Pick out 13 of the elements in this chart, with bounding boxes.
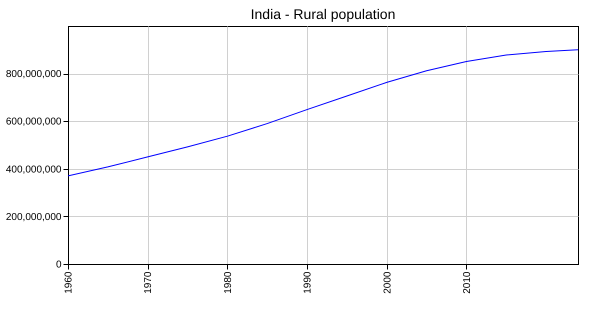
x-tick-label: 2000 <box>382 271 394 294</box>
y-tick-label: 600,000,000 <box>6 116 62 128</box>
line-series <box>68 49 578 176</box>
y-tick-label: 400,000,000 <box>6 164 62 176</box>
x-tick-label: 1970 <box>143 271 154 294</box>
x-tick-label: 1980 <box>222 271 234 294</box>
y-tick-label: 800,000,000 <box>6 69 62 80</box>
y-tick-label: 200,000,000 <box>6 212 62 223</box>
y-tick-label: 0 <box>56 260 62 270</box>
x-tick-label: 2010 <box>462 271 473 294</box>
x-tick-label: 1960 <box>64 271 74 294</box>
x-tick-label: 1990 <box>302 271 314 294</box>
chart-title: India - Rural population <box>250 6 396 22</box>
